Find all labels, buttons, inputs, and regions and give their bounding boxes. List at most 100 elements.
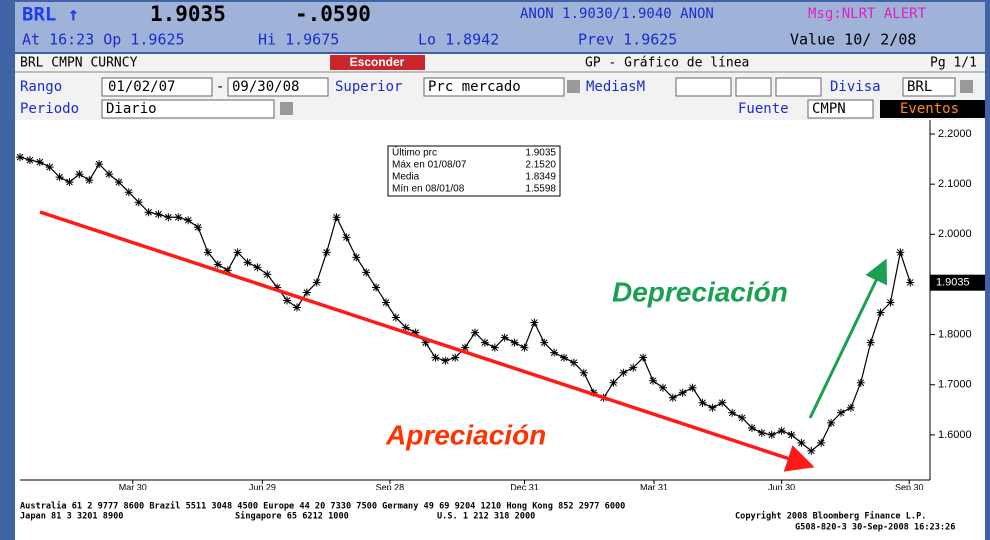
footer-panel bbox=[15, 490, 985, 540]
price-marker bbox=[649, 376, 658, 385]
price-marker bbox=[174, 213, 183, 222]
price-marker bbox=[352, 253, 361, 262]
page-number: Pg 1/1 bbox=[930, 56, 977, 71]
price-marker bbox=[362, 268, 371, 277]
change: -.0590 bbox=[295, 2, 371, 26]
price-marker bbox=[866, 338, 875, 347]
price-marker bbox=[391, 313, 400, 322]
checkbox[interactable] bbox=[280, 102, 293, 115]
x-tick-label: Mar 30 bbox=[119, 482, 147, 492]
price-marker bbox=[757, 428, 766, 437]
price-marker bbox=[223, 266, 232, 275]
price-marker bbox=[95, 160, 104, 169]
price-marker bbox=[114, 178, 123, 187]
y-tick-label: 1.6000 bbox=[938, 429, 972, 441]
price-marker bbox=[480, 338, 489, 347]
price-marker bbox=[164, 213, 173, 222]
footer-text: G508-820-3 30-Sep-2008 16:23:26 bbox=[795, 523, 955, 533]
start-field[interactable] bbox=[101, 77, 213, 97]
price-marker bbox=[292, 303, 301, 312]
hide-button-label[interactable]: Esconder bbox=[350, 55, 405, 69]
prev: Prev 1.9625 bbox=[578, 31, 677, 49]
price-marker bbox=[658, 383, 667, 392]
currency[interactable]: BRL bbox=[907, 79, 932, 95]
period[interactable]: Diario bbox=[106, 101, 157, 117]
price-marker bbox=[283, 296, 292, 305]
price-marker bbox=[836, 408, 845, 417]
price-marker bbox=[421, 338, 430, 347]
checkbox[interactable] bbox=[567, 80, 580, 93]
screen-title: GP - Gráfico de línea bbox=[585, 56, 749, 71]
appreciation-arrow bbox=[39, 210, 815, 472]
currency-label: Divisa bbox=[830, 79, 881, 95]
stats-label: Mín en 08/01/08 bbox=[392, 184, 465, 195]
start[interactable]: 01/02/07 bbox=[108, 79, 175, 95]
x-tick-label: Sep 28 bbox=[376, 482, 405, 492]
price-marker bbox=[550, 348, 559, 357]
avg-field[interactable] bbox=[735, 77, 772, 97]
last-price-box bbox=[930, 274, 985, 291]
price-marker bbox=[896, 248, 905, 257]
stats-label: Máx en 01/08/07 bbox=[392, 160, 467, 171]
price-marker bbox=[124, 188, 133, 197]
dash: - bbox=[216, 79, 224, 95]
avg-field[interactable] bbox=[775, 77, 822, 97]
price-marker bbox=[253, 263, 262, 272]
price-marker bbox=[520, 343, 529, 352]
price-marker bbox=[846, 403, 855, 412]
stats-label: Último prc bbox=[392, 146, 437, 159]
price-marker bbox=[154, 210, 163, 219]
price-marker bbox=[263, 270, 272, 279]
price-marker bbox=[797, 438, 806, 447]
annotation: Depreciación bbox=[612, 276, 788, 307]
price-marker bbox=[273, 283, 282, 292]
price-marker bbox=[718, 398, 727, 407]
header-panel bbox=[15, 2, 985, 52]
price-marker bbox=[827, 418, 836, 427]
period-label: Periodo bbox=[20, 101, 79, 117]
checkbox[interactable] bbox=[960, 80, 973, 93]
price-marker bbox=[342, 233, 351, 242]
chart: 2.2000 2.1000 2.0000 1.8000 1.7000 1.6000 Mar … bbox=[16, 128, 985, 500]
price-marker bbox=[668, 393, 677, 402]
upper-value[interactable]: Prc mercado bbox=[428, 79, 521, 95]
price-marker bbox=[441, 356, 450, 365]
price: 1.9035 bbox=[150, 2, 226, 26]
price-marker bbox=[738, 413, 747, 422]
price-marker bbox=[856, 378, 865, 387]
price-marker bbox=[332, 213, 341, 222]
price-marker bbox=[75, 170, 84, 179]
x-tick-label: Sep 30 bbox=[895, 482, 924, 492]
price-marker bbox=[708, 403, 717, 412]
upper-field[interactable] bbox=[423, 77, 565, 97]
price-marker bbox=[302, 288, 311, 297]
price-marker bbox=[560, 353, 569, 362]
price-marker bbox=[461, 343, 470, 352]
hide-button[interactable] bbox=[330, 55, 425, 70]
x-tick-label: Jun 30 bbox=[768, 482, 795, 492]
price-marker bbox=[876, 308, 885, 317]
stats-value: 1.9035 bbox=[525, 148, 556, 159]
price-marker bbox=[55, 173, 64, 182]
y-tick-label: 1.8000 bbox=[938, 328, 972, 340]
events[interactable]: Eventos bbox=[900, 101, 959, 117]
upper-label: Superior bbox=[335, 79, 402, 95]
footer-text: Australia 61 2 9777 8600 Brazil 5511 304… bbox=[20, 501, 625, 512]
events-button[interactable] bbox=[880, 100, 985, 118]
avg-field[interactable] bbox=[675, 77, 732, 97]
period-field[interactable] bbox=[101, 99, 275, 119]
price-marker bbox=[105, 170, 114, 179]
price-marker bbox=[213, 260, 222, 269]
last-price-label: 1.9035 bbox=[936, 277, 970, 289]
end-field[interactable] bbox=[227, 77, 329, 97]
averages: MediasM bbox=[586, 79, 645, 95]
price-marker bbox=[906, 278, 915, 287]
source-field[interactable] bbox=[807, 99, 874, 119]
price-marker bbox=[312, 278, 321, 287]
end[interactable]: 09/30/08 bbox=[232, 79, 299, 95]
stats-value: 1.5598 bbox=[525, 184, 556, 195]
x-tick-label: Mar 31 bbox=[640, 482, 668, 492]
price-marker bbox=[807, 446, 816, 455]
currency-field[interactable] bbox=[902, 77, 956, 97]
price-marker bbox=[451, 353, 460, 362]
